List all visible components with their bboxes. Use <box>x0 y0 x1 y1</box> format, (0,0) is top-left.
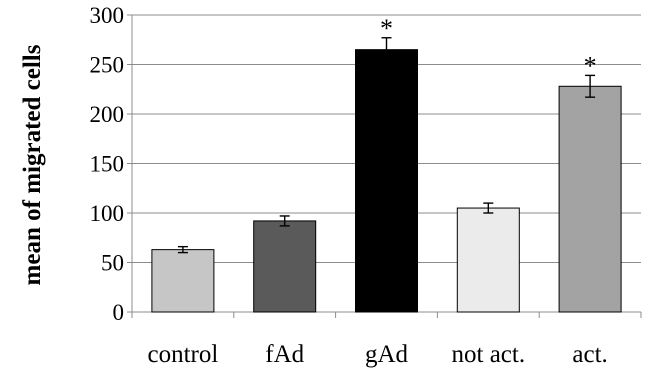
labels: 0 50 100 150 200 250 300 control fAd * gAd not act.… <box>90 3 608 368</box>
bars <box>151 37 622 313</box>
bar-not-act <box>456 207 520 313</box>
y-tick-label-250: 250 <box>90 53 125 78</box>
x-tick-label-gad: gAd <box>365 341 409 368</box>
bar-gad <box>355 49 418 313</box>
y-tick-label-300: 300 <box>90 3 125 28</box>
y-tick-label-0: 0 <box>113 300 125 325</box>
y-tick-label-200: 200 <box>90 102 125 127</box>
bar-fad <box>253 220 317 313</box>
y-axis-label: mean of migrated cells <box>19 44 46 285</box>
x-tick-label-act: act. <box>572 341 607 368</box>
bar-act <box>558 85 622 313</box>
y-tick-label-50: 50 <box>101 251 124 276</box>
y-tick-label-100: 100 <box>90 201 125 226</box>
significance-marker-gad: * <box>380 14 393 43</box>
y-tick-label-150: 150 <box>90 152 125 177</box>
bar-control <box>151 249 215 313</box>
x-tick-label-not-act: not act. <box>452 341 526 368</box>
significance-marker-act: * <box>584 51 597 80</box>
x-tick-label-fad: fAd <box>265 341 304 368</box>
x-tick-label-control: control <box>147 341 218 368</box>
